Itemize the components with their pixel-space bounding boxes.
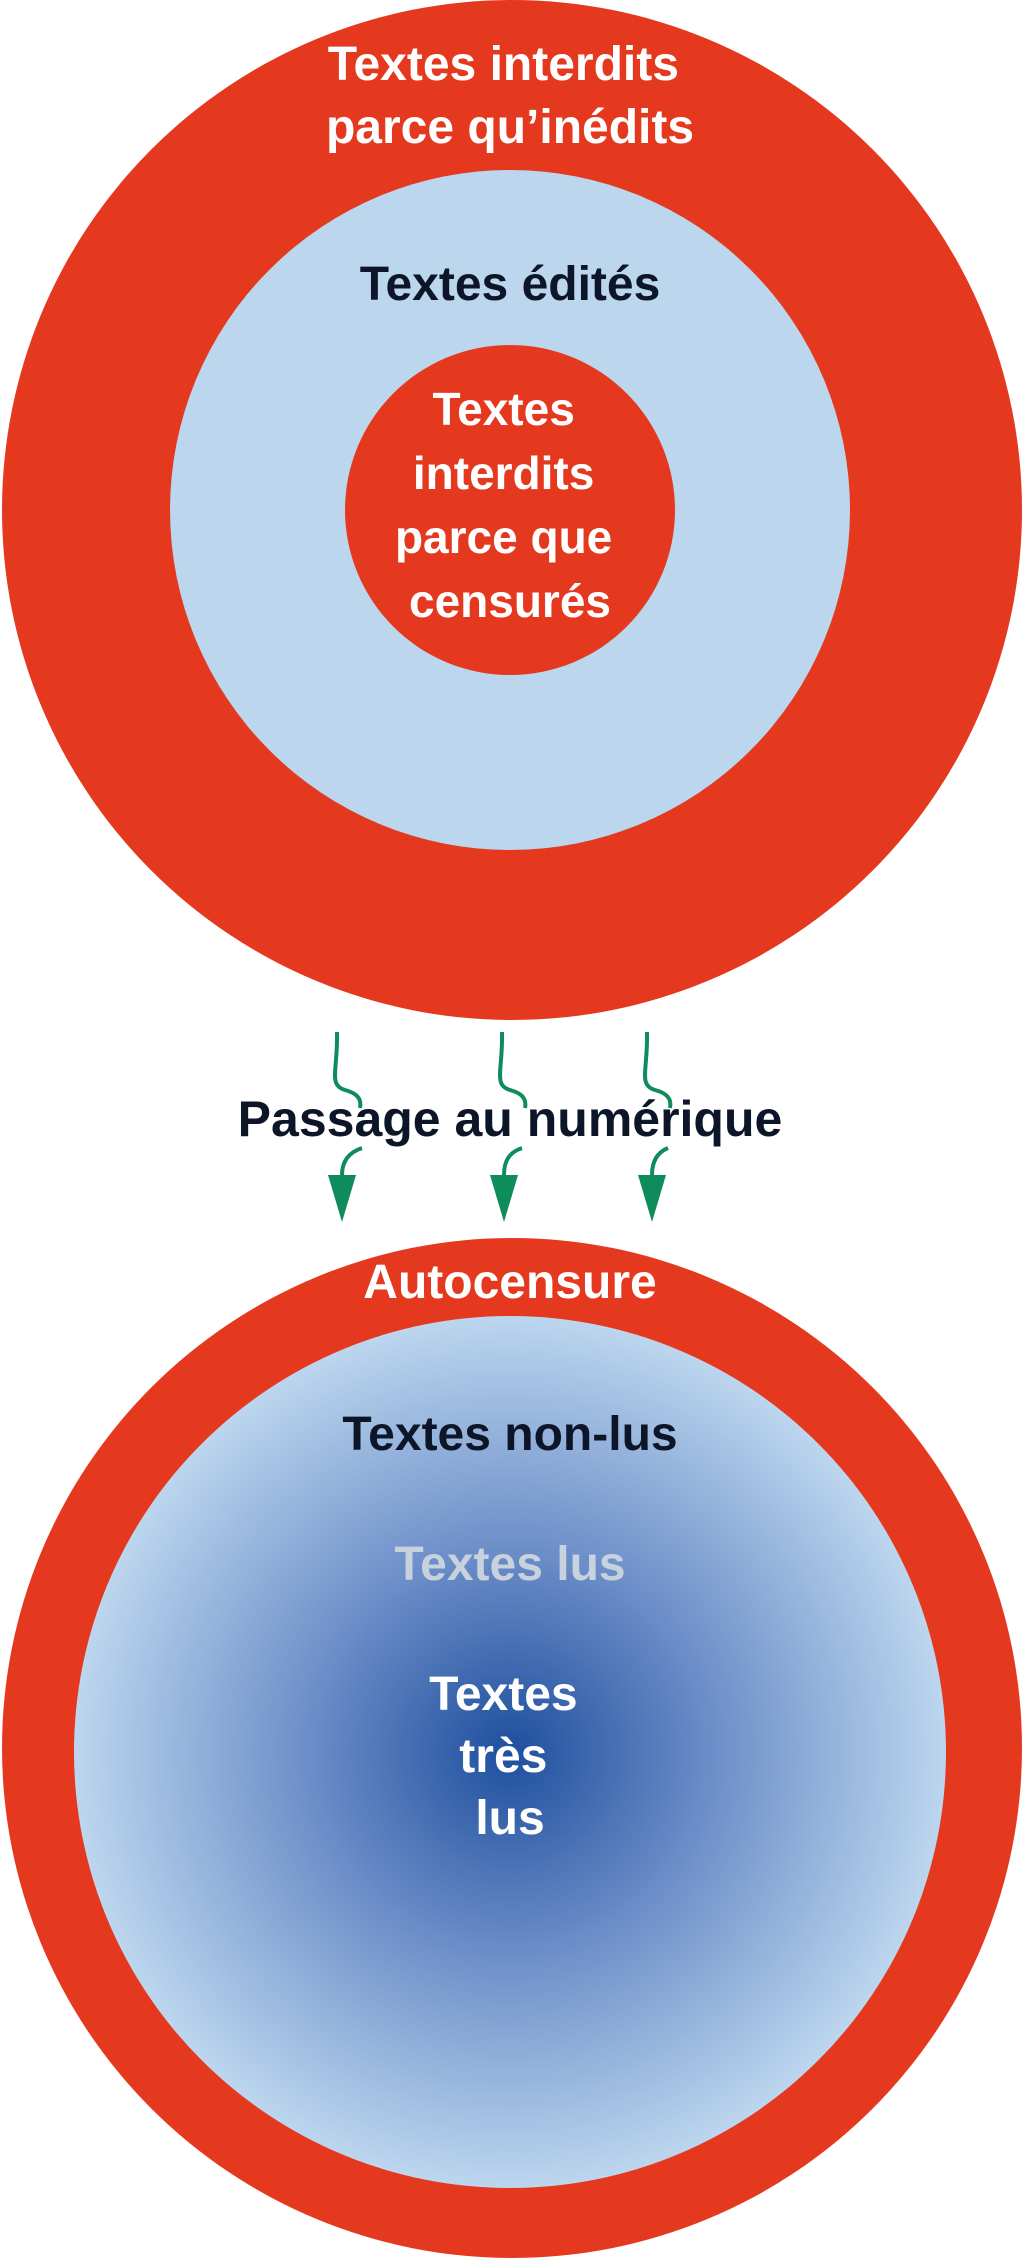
bottom-diagram: Autocensure Textes non-lus Textes lus Te… [2, 1238, 1022, 2258]
zone-center-label-line-2: très [459, 1730, 547, 1783]
arrow-3-upper-icon [642, 1031, 673, 1109]
transition-label: Passage au numérique [238, 1091, 783, 1147]
top-inner-circle [345, 345, 675, 675]
top-inner-label-line-4: censurés [409, 575, 611, 627]
arrow-3-lower-icon [650, 1146, 669, 1200]
bottom-inner-disc [74, 1316, 946, 2188]
zone-center-label-line-1: Textes [429, 1668, 578, 1721]
zone-middle-label: Textes lus [394, 1538, 625, 1591]
top-inner-label-line-3: parce que [395, 511, 612, 563]
top-outer-label-line-1: Textes interdits [328, 38, 679, 91]
zone-center-label-line-3: lus [475, 1792, 544, 1845]
zone-center-label: Textes très lus [429, 1668, 591, 1845]
top-diagram: Textes interdits parce qu’inédits Textes… [2, 0, 1022, 1020]
zone-outer-label: Textes non-lus [342, 1408, 677, 1461]
top-outer-label: Textes interdits parce qu’inédits [326, 38, 694, 154]
arrow-2-head-icon [490, 1175, 518, 1222]
arrow-2-upper-icon [497, 1031, 528, 1109]
arrow-3-head-icon [638, 1175, 666, 1222]
top-outer-label-line-2: parce qu’inédits [326, 101, 694, 154]
transition: Passage au numérique [238, 1031, 783, 1222]
arrow-2-lower-icon [502, 1146, 523, 1200]
top-middle-label: Textes édités [360, 258, 661, 311]
top-inner-label-line-2: interdits [413, 447, 594, 499]
top-inner-label-line-1: Textes [432, 383, 574, 435]
arrow-1-upper-icon [332, 1031, 363, 1109]
top-inner-label: Textes interdits parce que censurés [395, 383, 625, 627]
arrow-1-head-icon [328, 1175, 356, 1222]
bottom-outer-label: Autocensure [363, 1256, 656, 1309]
arrow-1-lower-icon [340, 1146, 363, 1200]
